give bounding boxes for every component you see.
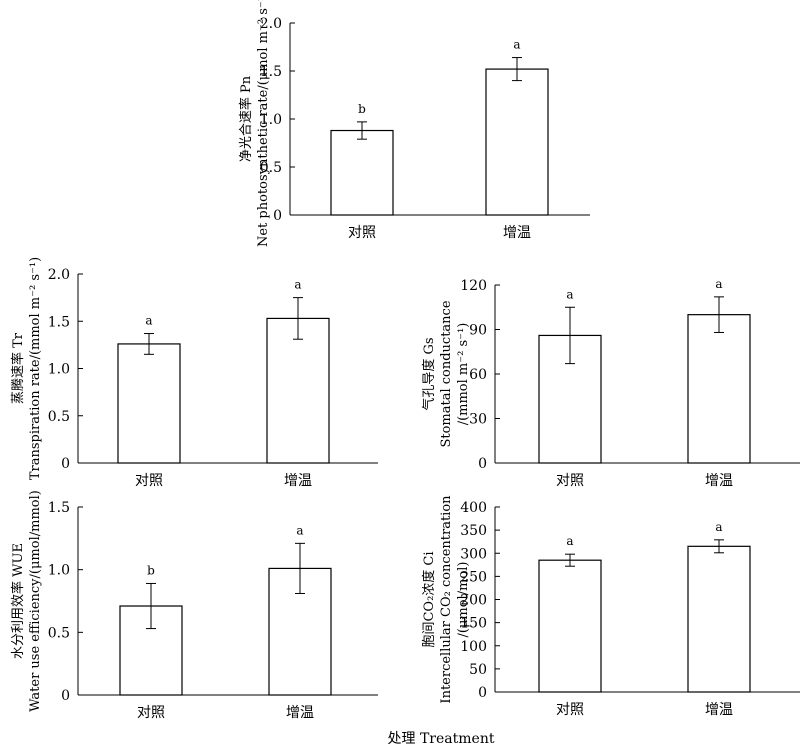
y-axis-label: 净光合速率 Pn bbox=[238, 75, 254, 162]
y-axis-label: Intercellular CO₂ concentration bbox=[439, 495, 454, 704]
x-category-label: 增温 bbox=[286, 705, 314, 721]
y-tick-label: 250 bbox=[460, 569, 487, 585]
y-tick-label: 150 bbox=[460, 616, 487, 632]
significance-label: b bbox=[147, 563, 155, 577]
bar bbox=[687, 314, 751, 464]
x-category-label: 增温 bbox=[705, 702, 733, 718]
bar bbox=[266, 317, 330, 464]
y-tick-label: 0.5 bbox=[260, 160, 282, 176]
y-axis-label: 水分利用效率 WUE bbox=[10, 543, 26, 659]
significance-label: a bbox=[566, 534, 573, 548]
y-tick-label: 2.0 bbox=[260, 16, 282, 32]
y-tick-label: 0.5 bbox=[48, 625, 70, 641]
significance-label: a bbox=[715, 277, 722, 291]
y-axis-label: 气孔导度 Gs bbox=[421, 337, 437, 410]
x-category-label: 增温 bbox=[503, 225, 531, 241]
y-tick-label: 100 bbox=[460, 639, 487, 655]
significance-label: a bbox=[145, 314, 152, 328]
chart-panel-4: 0 0.5 1.0 1.5 b 对照 a 增温 水分利用效率 WUE Water use effi… bbox=[10, 490, 378, 721]
x-category-label: 对照 bbox=[135, 473, 163, 489]
y-axis-label: Net photosynthetic rate/(μmol m⁻² s⁻¹) bbox=[256, 0, 271, 247]
y-tick-label: 1.0 bbox=[260, 112, 282, 128]
x-category-label: 对照 bbox=[556, 702, 584, 718]
y-tick-label: 1.0 bbox=[48, 563, 70, 579]
y-tick-label: 300 bbox=[460, 546, 487, 562]
x-category-label: 增温 bbox=[284, 473, 312, 489]
bar bbox=[687, 545, 751, 693]
y-tick-label: 1.0 bbox=[48, 362, 70, 378]
y-tick-label: 0 bbox=[61, 688, 70, 704]
y-tick-label: 2.0 bbox=[48, 267, 70, 283]
y-tick-label: 0.5 bbox=[48, 409, 70, 425]
y-axis-label: 蒸腾速率 Tr bbox=[10, 332, 26, 404]
y-tick-label: 90 bbox=[469, 323, 487, 339]
x-axis-title: 处理 Treatment bbox=[388, 731, 495, 747]
y-axis-label: Stomatal conductance bbox=[439, 300, 454, 447]
y-tick-label: 0 bbox=[478, 685, 487, 701]
y-tick-label: 1.5 bbox=[48, 500, 70, 516]
y-tick-label: 1.5 bbox=[48, 314, 70, 330]
y-tick-label: 0 bbox=[478, 456, 487, 472]
y-axis-label: 胞间CO₂浓度 Ci bbox=[421, 551, 437, 647]
chart-panel-5: 0 50 100 150 200 250 300 350 400 a 对照 a 增温 胞间CO₂浓度 Ci… bbox=[421, 495, 800, 718]
x-category-label: 对照 bbox=[137, 705, 165, 721]
y-tick-label: 1.5 bbox=[260, 64, 282, 80]
significance-label: a bbox=[296, 523, 303, 537]
bar bbox=[330, 129, 394, 216]
bar bbox=[117, 343, 181, 464]
y-axis-label: /(mmol m⁻² s⁻¹) bbox=[456, 323, 471, 426]
significance-label: a bbox=[294, 278, 301, 292]
y-tick-label: 200 bbox=[460, 593, 487, 609]
significance-label: a bbox=[513, 38, 520, 52]
chart-panel-1: 0 0.5 1.0 1.5 2.0 b 对照 a 增温 净光合速率 Pn Net photosynt… bbox=[238, 0, 590, 247]
y-tick-label: 50 bbox=[469, 662, 487, 678]
y-axis-label: /(μmol/mol) bbox=[456, 562, 471, 638]
y-tick-label: 30 bbox=[469, 412, 487, 428]
y-tick-label: 0 bbox=[61, 456, 70, 472]
y-axis-label: Water use efficiency/(μmol/mmol) bbox=[28, 490, 43, 712]
x-category-label: 增温 bbox=[705, 473, 733, 489]
significance-label: a bbox=[715, 520, 722, 534]
x-category-label: 对照 bbox=[556, 473, 584, 489]
chart-panel-2: 0 0.5 1.0 1.5 2.0 a 对照 a 增温 蒸腾速率 Tr Transpiration … bbox=[10, 257, 378, 489]
y-tick-label: 0 bbox=[273, 208, 282, 224]
significance-label: a bbox=[566, 287, 573, 301]
x-category-label: 对照 bbox=[348, 225, 376, 241]
bar bbox=[485, 68, 549, 216]
bar bbox=[538, 559, 602, 693]
y-axis-label: Transpiration rate/(mmol m⁻² s⁻¹) bbox=[28, 257, 43, 480]
y-tick-label: 350 bbox=[460, 523, 487, 539]
significance-label: b bbox=[358, 102, 366, 116]
y-tick-label: 400 bbox=[460, 500, 487, 516]
chart-panel-3: 0 30 60 90 120 a 对照 a 增温 气孔导度 Gs Stomatal conducta… bbox=[421, 277, 800, 489]
y-tick-label: 60 bbox=[469, 367, 487, 383]
y-tick-label: 120 bbox=[460, 278, 487, 294]
chart-panels: 0 0.5 1.0 1.5 2.0 b 对照 a 增温 净光合速率 Pn Net photosynt… bbox=[10, 0, 800, 721]
